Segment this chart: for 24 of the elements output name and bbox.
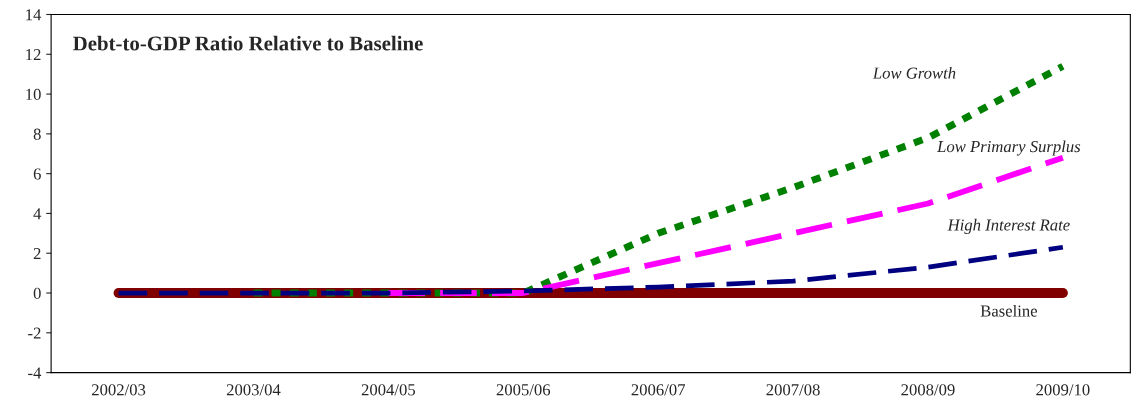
x-tick-label: 2008/09 <box>901 384 955 396</box>
y-tick-label: 2 <box>33 247 41 260</box>
x-tick-label: 2002/03 <box>91 384 146 396</box>
x-tick-label: 2006/07 <box>631 384 686 396</box>
x-tick-label: 2004/05 <box>361 384 416 396</box>
series-label: Low Primary Surplus <box>936 140 1081 156</box>
y-tick-label: 4 <box>33 208 42 220</box>
x-tick-label: 2005/06 <box>496 384 551 396</box>
x-tick-label: 2003/04 <box>226 384 281 396</box>
y-tick-label: 10 <box>26 88 41 101</box>
y-tick-label: 12 <box>26 49 41 61</box>
y-tick-label: 8 <box>33 128 41 140</box>
line-series <box>116 244 1066 296</box>
y-tick-label: 0 <box>33 287 41 299</box>
y-tick-label: 14 <box>26 9 42 21</box>
text: Low Growth <box>872 66 956 79</box>
y-tick-label: 6 <box>33 168 41 180</box>
series-label: High Interest Rate <box>947 218 1070 234</box>
x-tick-label: 2009/10 <box>1036 384 1090 396</box>
y-tick-label: -4 <box>28 367 42 379</box>
y-tick-label: -2 <box>28 327 41 339</box>
x-tick-label: 2007/08 <box>766 384 820 396</box>
series-label: Baseline <box>980 304 1038 317</box>
text: Debt-to-GDP Ratio Relative to Baseline <box>73 35 423 51</box>
